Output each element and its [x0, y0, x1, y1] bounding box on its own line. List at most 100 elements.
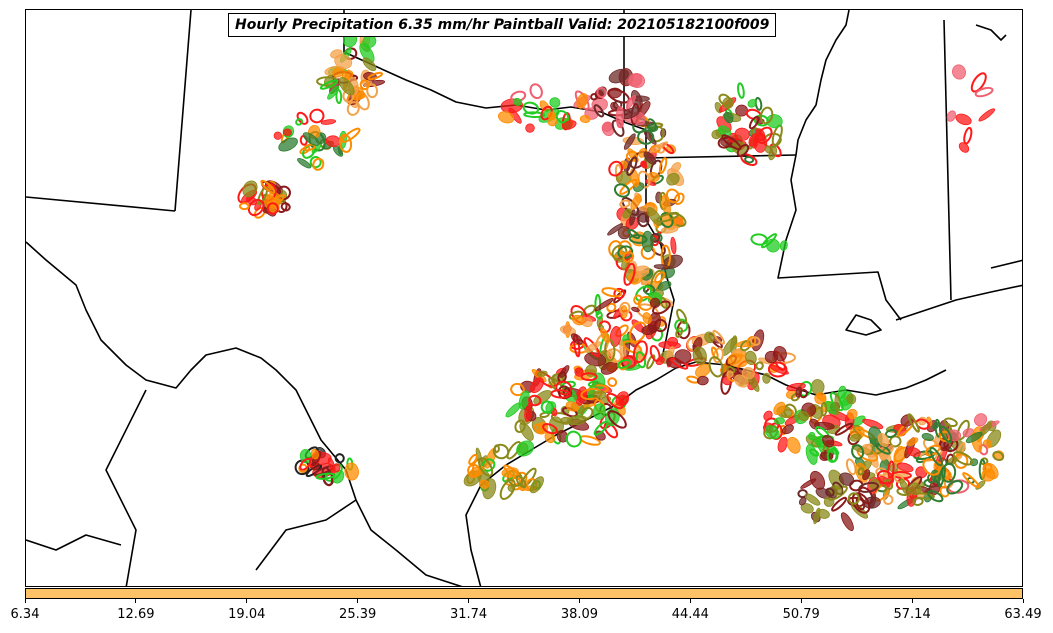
- precip-blob: [303, 143, 317, 152]
- precip-blob: [883, 494, 894, 506]
- precip-blob: [335, 89, 343, 105]
- precip-blob: [516, 440, 534, 457]
- precip-blob: [618, 396, 629, 406]
- precip-blob: [297, 157, 312, 169]
- precip-blob: [593, 420, 609, 436]
- precip-blob: [825, 487, 835, 498]
- precip-blob: [260, 179, 276, 194]
- precip-blob: [312, 157, 325, 171]
- precip-blob: [334, 453, 345, 464]
- la-coast-detail: [845, 314, 882, 336]
- precip-blob: [674, 349, 692, 364]
- precip-blob: [762, 372, 771, 384]
- precip-blob: [613, 183, 631, 198]
- precip-blob: [309, 108, 325, 124]
- precip-blob: [919, 451, 938, 462]
- precip-blob: [497, 111, 515, 124]
- precip-blob: [362, 57, 377, 72]
- precip-blob: [539, 411, 550, 419]
- precip-blob: [831, 496, 848, 512]
- colorbar-tick-mark: [135, 599, 137, 603]
- precip-blob: [877, 433, 890, 447]
- precip-blob: [595, 310, 603, 320]
- precip-blob: [540, 400, 554, 414]
- precip-blob: [946, 480, 964, 495]
- precip-blob: [584, 341, 602, 353]
- precip-blob: [626, 156, 638, 176]
- precip-blob: [970, 72, 987, 93]
- precip-blob: [744, 155, 755, 164]
- precip-blob: [608, 68, 629, 84]
- colorbar: [25, 588, 1023, 599]
- precip-blob: [755, 128, 766, 141]
- precip-blob: [927, 490, 944, 503]
- precip-blob: [320, 119, 337, 125]
- precip-blob: [750, 233, 768, 246]
- precip-blob: [528, 394, 542, 407]
- precip-blob: [630, 194, 642, 210]
- precip-blob: [560, 325, 576, 336]
- precip-blob: [542, 423, 558, 435]
- precip-blob: [893, 445, 905, 466]
- precip-blob: [555, 380, 573, 396]
- precip-blob: [556, 430, 569, 443]
- map-title: Hourly Precipitation 6.35 mm/hr Paintbal…: [228, 13, 777, 37]
- colorbar-tick-label: 63.49: [1004, 607, 1042, 622]
- precip-blob: [838, 472, 855, 486]
- precip-blob: [755, 361, 764, 371]
- precip-blob: [747, 98, 757, 108]
- precip-blob: [958, 142, 970, 153]
- precip-blob: [941, 462, 957, 483]
- precip-blob: [876, 470, 894, 485]
- precip-blob: [670, 236, 677, 255]
- precip-blob: [779, 240, 788, 251]
- precip-blob: [346, 101, 360, 116]
- map-panel: [25, 9, 1023, 587]
- precip-blob: [606, 302, 617, 313]
- precip-blob: [641, 230, 654, 253]
- precip-blob: [302, 144, 316, 159]
- precip-blob: [239, 202, 250, 211]
- precip-blob: [955, 113, 972, 126]
- precip-blob: [514, 419, 526, 434]
- colorbar-tick-mark: [357, 599, 359, 603]
- precip-blob: [572, 314, 585, 326]
- mexico-state-border-2: [26, 534, 122, 551]
- precip-blob: [580, 406, 594, 420]
- colorbar-tick-mark: [246, 599, 248, 603]
- precip-blob: [764, 350, 778, 364]
- precip-blob: [723, 111, 734, 124]
- precip-blob: [800, 503, 814, 514]
- precip-blob: [273, 131, 282, 140]
- precip-blob: [845, 458, 857, 476]
- precip-blob: [673, 192, 685, 206]
- precip-blob: [366, 83, 379, 99]
- precip-blob: [704, 331, 715, 344]
- precip-blob: [837, 385, 847, 399]
- precip-blob: [549, 97, 561, 108]
- precip-blob: [617, 245, 634, 259]
- precip-blob: [565, 430, 582, 448]
- colorbar-tick-mark: [911, 599, 913, 603]
- precip-blob: [676, 308, 688, 325]
- precip-blob: [630, 168, 640, 188]
- precip-blob: [608, 160, 624, 177]
- colorbar-tick-label: 25.39: [339, 607, 377, 622]
- precipitation-map: [26, 10, 1022, 586]
- precip-blob: [896, 462, 914, 473]
- colorbar-tick-mark: [1022, 599, 1024, 603]
- precip-blob: [666, 346, 675, 359]
- precip-blob: [653, 318, 668, 333]
- precip-blob: [560, 416, 572, 425]
- precip-blob: [765, 238, 780, 253]
- precip-blob: [777, 436, 788, 453]
- precip-blob: [601, 287, 623, 298]
- precip-blob: [869, 493, 877, 509]
- precip-blob: [613, 287, 625, 300]
- colorbar-tick-label: 6.34: [10, 607, 40, 622]
- precip-blob: [649, 141, 669, 153]
- precip-blob: [299, 457, 312, 471]
- precip-blob: [774, 417, 785, 425]
- precip-blob: [661, 194, 671, 216]
- precip-blob: [820, 402, 828, 417]
